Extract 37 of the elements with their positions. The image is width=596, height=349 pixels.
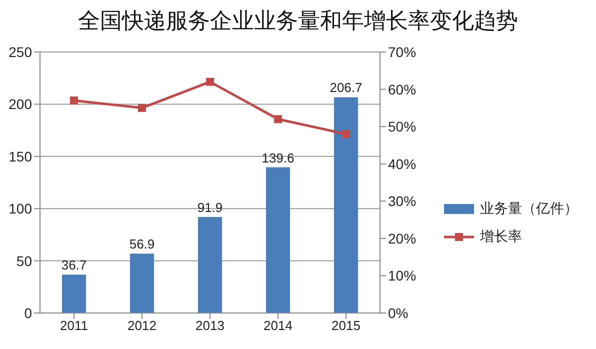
y2-tick-label: 50% <box>388 118 416 135</box>
data-label: 206.7 <box>330 80 362 96</box>
point <box>206 78 214 86</box>
y-tick-label: 250 <box>8 44 32 60</box>
bar <box>266 167 290 313</box>
y-tick-label: 50 <box>16 252 32 269</box>
x-tick-label: 2013 <box>196 318 224 334</box>
data-label: 139.6 <box>262 150 294 166</box>
y-tick-label: 150 <box>8 148 32 164</box>
y2-tick-label: 40% <box>388 156 416 172</box>
data-label: 91.9 <box>197 200 223 216</box>
x-tick-label: 2011 <box>60 318 88 334</box>
y2-tick-label: 0% <box>388 304 408 321</box>
point <box>138 104 146 112</box>
y2-tick-label: 10% <box>388 268 416 284</box>
x-tick-label: 2014 <box>264 318 292 334</box>
y2-tick-label: 30% <box>388 193 416 210</box>
point <box>342 130 350 138</box>
data-label: 56.9 <box>129 236 155 252</box>
point <box>274 115 282 124</box>
x-tick-label: 2012 <box>128 318 156 334</box>
y-tick-label: 100 <box>8 200 32 217</box>
y-tick-label: 200 <box>8 96 32 112</box>
legend-label: 业务量（亿件） <box>480 200 578 218</box>
bar <box>198 217 222 313</box>
point <box>70 96 78 104</box>
bar <box>62 274 86 313</box>
x-tick-label: 2015 <box>332 318 360 334</box>
legend-label: 增长率 <box>480 228 522 246</box>
bar <box>130 254 154 313</box>
y2-tick-label: 20% <box>388 230 416 246</box>
y2-tick-label: 60% <box>388 81 416 98</box>
bar <box>334 97 358 313</box>
chart-title: 全国快递服务企业业务量和年增长率变化趋势 <box>77 8 519 36</box>
y-tick-label: 0 <box>24 304 32 321</box>
y2-tick-label: 70% <box>388 44 416 60</box>
data-label: 36.7 <box>61 258 87 273</box>
